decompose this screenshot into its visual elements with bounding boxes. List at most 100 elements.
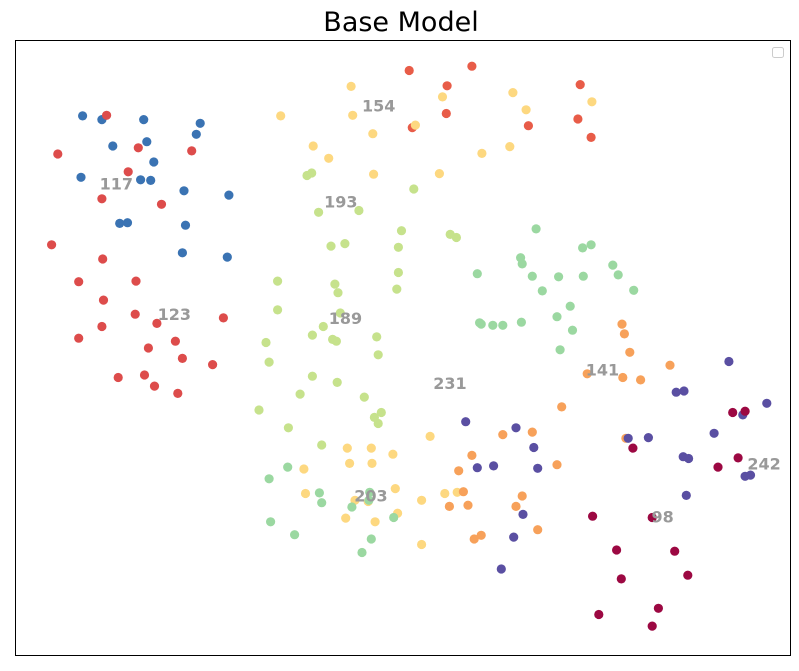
scatter-point-c98-11 <box>653 603 664 613</box>
scatter-point-c203-4 <box>517 259 527 269</box>
scatter-point-cYellow-15 <box>425 431 435 441</box>
scatter-point-c141-13 <box>454 466 464 476</box>
scatter-point-c203-27 <box>364 495 374 505</box>
scatter-point-c123-13 <box>218 313 228 323</box>
scatter-point-c242-6 <box>461 417 471 427</box>
scatter-point-c203-13 <box>565 301 575 311</box>
scatter-point-c242-0 <box>724 356 734 367</box>
scatter-point-c193-14 <box>392 284 402 294</box>
cluster-label-141: 141 <box>586 361 619 380</box>
scatter-point-c117-17 <box>222 252 232 262</box>
scatter-point-c193-11 <box>393 267 403 278</box>
scatter-point-c123-16 <box>74 333 84 343</box>
scatter-point-c123-5 <box>97 194 107 204</box>
scatter-point-c193-12 <box>273 276 283 286</box>
scatter-point-c117-15 <box>180 220 191 230</box>
scatter-point-cYellow-4 <box>276 111 286 121</box>
scatter-point-c98-6 <box>647 512 657 523</box>
scatter-point-cYellow-8 <box>410 120 420 130</box>
scatter-point-c154-1 <box>467 61 477 71</box>
scatter-point-c123-17 <box>170 336 180 346</box>
scatter-point-c98-7 <box>612 545 622 555</box>
scatter-point-c141-14 <box>458 487 468 497</box>
scatter-point-c203-0 <box>531 224 541 234</box>
scatter-point-c123-18 <box>143 343 153 353</box>
scatter-point-c117-16 <box>177 248 187 258</box>
scatter-point-c123-24 <box>173 388 183 398</box>
scatter-point-c203-12 <box>537 286 547 296</box>
cluster-label-189: 189 <box>329 309 362 328</box>
scatter-point-c98-1 <box>740 406 750 416</box>
scatter-point-c141-10 <box>498 430 508 440</box>
scatter-point-c141-6 <box>636 375 646 385</box>
scatter-point-c193-32 <box>283 423 293 433</box>
scatter-point-c203-6 <box>472 269 482 279</box>
scatter-point-c193-18 <box>318 321 328 332</box>
scatter-point-cYellow-14 <box>434 169 444 179</box>
scatter-point-c123-12 <box>130 309 140 319</box>
scatter-point-c117-14 <box>122 218 133 228</box>
cluster-label-231: 231 <box>433 374 466 393</box>
scatter-point-c242-12 <box>684 453 694 464</box>
scatter-point-c117-2 <box>139 115 149 125</box>
scatter-point-c203-30 <box>266 517 276 527</box>
scatter-point-c242-1 <box>671 387 681 397</box>
scatter-point-cYellow-29 <box>341 513 351 523</box>
scatter-point-c203-26 <box>317 498 327 508</box>
scatter-point-cYellow-22 <box>390 484 400 494</box>
scatter-point-c141-15 <box>517 491 527 501</box>
scatter-point-cYellow-3 <box>587 97 597 107</box>
scatter-point-c141-4 <box>582 369 592 379</box>
scatter-point-cYellow-17 <box>366 443 376 453</box>
scatter-point-c242-13 <box>472 463 482 473</box>
scatter-point-c242-21 <box>496 564 506 574</box>
scatter-point-cYellow-7 <box>368 129 378 139</box>
scatter-point-c203-21 <box>555 345 565 355</box>
scatter-point-c123-8 <box>98 254 108 264</box>
scatter-point-c117-10 <box>146 175 156 185</box>
scatter-point-c98-2 <box>628 443 638 453</box>
scatter-point-c203-32 <box>366 534 376 544</box>
scatter-point-c193-22 <box>331 336 341 346</box>
scatter-point-c117-11 <box>179 186 189 196</box>
cluster-label-154: 154 <box>362 97 395 116</box>
scatter-point-c242-18 <box>681 490 691 500</box>
scatter-point-c193-27 <box>332 377 342 387</box>
scatter-point-c123-21 <box>113 372 123 383</box>
scatter-point-c123-1 <box>133 143 143 153</box>
cluster-label-98: 98 <box>652 507 674 526</box>
scatter-point-c193-21 <box>372 332 382 342</box>
scatter-point-c117-4 <box>149 157 159 167</box>
points-layer <box>47 61 772 631</box>
scatter-point-c123-15 <box>97 321 107 332</box>
scatter-point-c203-2 <box>586 240 596 250</box>
scatter-point-c98-8 <box>670 546 680 556</box>
scatter-point-cYellow-12 <box>369 169 379 179</box>
scatter-point-c117-3 <box>142 137 152 147</box>
scatter-point-c123-4 <box>123 167 133 177</box>
scatter-point-c203-7 <box>554 272 564 282</box>
scatter-point-c141-0 <box>617 319 627 329</box>
scatter-point-c117-9 <box>136 175 146 185</box>
scatter-point-c98-4 <box>713 462 723 472</box>
scatter-point-c141-7 <box>557 402 567 412</box>
scatter-point-cYellow-13 <box>477 148 487 158</box>
scatter-point-c193-29 <box>359 392 369 402</box>
scatter-point-c98-9 <box>683 570 693 580</box>
scatter-point-c193-7 <box>326 241 336 251</box>
scatter-point-c141-2 <box>625 347 635 357</box>
scatter-point-c203-11 <box>629 285 639 295</box>
plot-frame <box>15 40 791 656</box>
scatter-point-c203-8 <box>578 271 588 281</box>
scatter-point-c193-17 <box>335 308 345 318</box>
scatter-point-c193-9 <box>393 242 403 252</box>
scatter-point-cYellow-20 <box>367 458 377 468</box>
scatter-point-c98-5 <box>588 511 598 521</box>
scatter-point-c141-5 <box>618 372 628 383</box>
scatter-point-c123-11 <box>98 295 109 305</box>
scatter-point-cYellow-19 <box>345 458 355 468</box>
scatter-point-c123-23 <box>149 381 160 391</box>
scatter-point-c117-5 <box>191 129 201 139</box>
scatter-point-c242-5 <box>709 428 719 438</box>
legend-box <box>772 47 784 58</box>
